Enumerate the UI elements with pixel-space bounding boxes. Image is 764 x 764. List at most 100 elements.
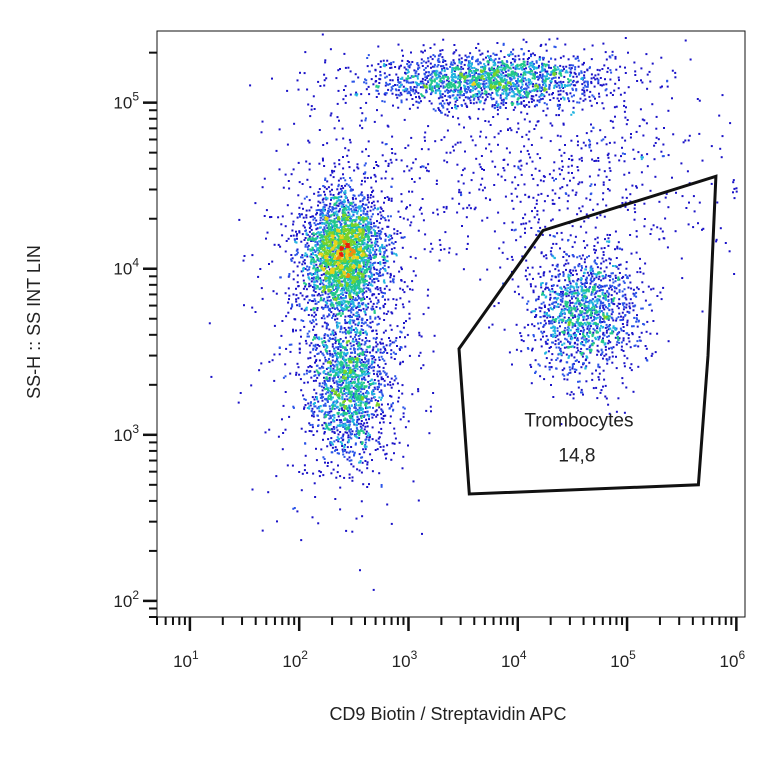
event-dot xyxy=(589,282,592,285)
event-dot xyxy=(597,313,600,316)
event-dot xyxy=(593,260,596,263)
event-dot xyxy=(584,286,587,288)
event-dot xyxy=(534,359,537,362)
event-dot xyxy=(457,74,460,77)
event-dot xyxy=(287,180,290,182)
event-dot xyxy=(376,413,379,416)
event-dot xyxy=(331,226,334,228)
event-dot xyxy=(339,296,342,299)
event-dot xyxy=(554,268,557,271)
event-dot xyxy=(442,86,445,89)
event-dot xyxy=(366,284,369,286)
event-dot xyxy=(316,353,319,355)
event-dot xyxy=(481,177,484,180)
event-dot xyxy=(371,202,373,205)
event-dot xyxy=(602,192,605,195)
event-dot xyxy=(609,234,611,236)
event-dot xyxy=(524,87,527,90)
event-dot xyxy=(537,322,539,325)
event-dot xyxy=(541,78,544,81)
event-dot xyxy=(601,84,604,87)
event-dot xyxy=(483,80,486,83)
event-dot xyxy=(606,154,609,157)
event-dot xyxy=(368,340,371,343)
event-dot xyxy=(382,306,385,309)
event-dot xyxy=(315,228,318,231)
event-dot xyxy=(611,361,614,364)
event-dot xyxy=(535,199,538,202)
event-dot xyxy=(376,200,379,203)
event-dot xyxy=(389,324,392,327)
event-dot xyxy=(303,239,306,241)
event-dot xyxy=(373,293,376,296)
event-dot xyxy=(636,271,639,274)
event-dot xyxy=(336,116,339,119)
event-dot xyxy=(517,75,520,78)
event-dot xyxy=(308,370,311,373)
event-dot xyxy=(614,82,617,85)
event-dot xyxy=(558,293,561,295)
event-dot xyxy=(389,158,392,161)
event-dot xyxy=(587,274,590,277)
event-dot xyxy=(583,220,586,223)
event-dot xyxy=(558,352,561,355)
event-dot xyxy=(553,179,555,182)
event-dot xyxy=(445,67,448,70)
event-dot xyxy=(626,119,629,121)
event-dot xyxy=(290,259,293,262)
event-dot xyxy=(376,109,378,112)
event-dot xyxy=(616,341,619,344)
event-dot xyxy=(376,286,379,288)
event-dot xyxy=(369,238,372,241)
event-dot xyxy=(322,315,325,317)
event-dot xyxy=(478,95,481,98)
event-dot xyxy=(623,411,626,414)
event-dot xyxy=(543,311,546,314)
event-dot xyxy=(571,189,574,192)
event-dot xyxy=(494,165,497,168)
event-dot xyxy=(608,279,611,282)
event-dot xyxy=(324,398,326,401)
event-dot xyxy=(361,194,364,197)
event-dot xyxy=(570,64,573,67)
event-dot xyxy=(498,57,501,60)
event-dot xyxy=(587,83,589,86)
event-dot xyxy=(409,87,412,90)
event-dot xyxy=(427,125,430,128)
event-dot xyxy=(384,219,387,222)
event-dot xyxy=(349,382,352,384)
event-dot xyxy=(481,96,484,99)
event-dot xyxy=(550,335,553,337)
event-dot xyxy=(254,311,257,313)
event-dot xyxy=(576,213,579,216)
event-dot xyxy=(328,219,331,222)
event-dot xyxy=(403,322,405,324)
event-dot xyxy=(351,319,354,322)
event-dot xyxy=(268,360,271,363)
event-dot xyxy=(314,345,317,348)
event-dot xyxy=(551,176,554,179)
event-dot xyxy=(307,244,310,247)
event-dot xyxy=(606,335,609,338)
event-dot xyxy=(624,116,627,119)
event-dot xyxy=(278,353,281,356)
event-dot xyxy=(656,295,659,297)
event-dot xyxy=(429,73,432,76)
event-dot xyxy=(365,400,368,403)
event-dot xyxy=(393,275,396,278)
event-dot xyxy=(638,339,641,342)
event-dot xyxy=(473,97,476,100)
event-dot xyxy=(446,79,449,82)
event-dot xyxy=(375,415,378,418)
event-dot xyxy=(365,390,368,392)
event-dot xyxy=(371,361,374,364)
event-dot xyxy=(576,256,579,259)
event-dot xyxy=(445,73,448,76)
event-dot xyxy=(332,176,335,179)
event-dot xyxy=(462,182,465,185)
event-dot xyxy=(367,247,370,250)
event-dot xyxy=(360,302,363,305)
event-dot xyxy=(334,360,337,363)
event-dot xyxy=(443,211,446,213)
event-dot xyxy=(318,475,321,478)
